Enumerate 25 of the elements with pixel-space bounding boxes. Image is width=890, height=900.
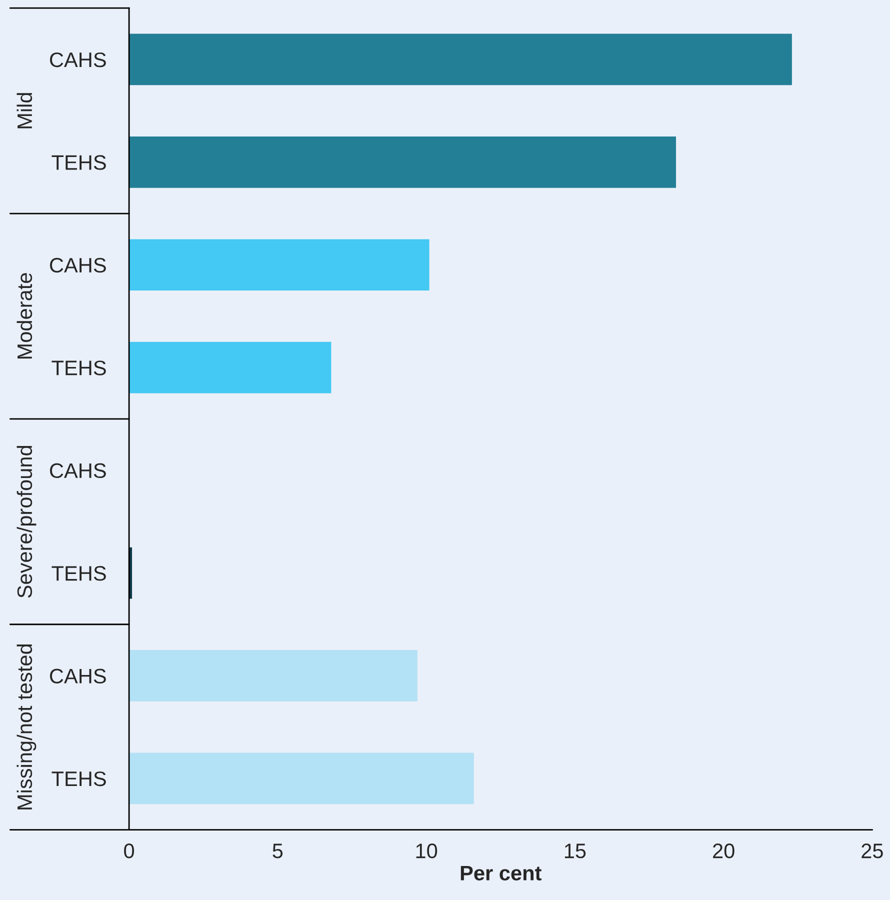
x-tick-label: 0 <box>124 844 134 858</box>
y-tick-label: TEHS <box>52 155 106 170</box>
y-tick-label: CAHS <box>50 258 106 273</box>
text: Moderate <box>16 273 32 359</box>
text: Missing/not tested <box>16 644 36 810</box>
x-tick-label: 5 <box>272 844 283 858</box>
bar <box>129 752 474 804</box>
text: Mild <box>16 93 32 128</box>
y-tick-label: TEHS <box>52 360 106 376</box>
bar <box>129 239 430 291</box>
x-tick-label: 20 <box>713 844 734 858</box>
x-tick-label: 10 <box>416 844 438 858</box>
x-tick-label: 25 <box>862 844 883 858</box>
bar <box>129 34 792 86</box>
x-axis-title: Per cent <box>460 866 542 880</box>
y-tick-label: CAHS <box>50 463 106 478</box>
text: Severe/profound <box>16 446 36 598</box>
y-tick-label: CAHS <box>50 52 106 68</box>
bar <box>129 650 418 702</box>
y-tick-label: TEHS <box>52 566 106 581</box>
x-tick-label: 15 <box>564 844 586 858</box>
bar <box>129 136 676 188</box>
bar <box>129 342 332 394</box>
y-tick-label: TEHS <box>52 771 106 786</box>
y-tick-label: CAHS <box>50 668 106 684</box>
